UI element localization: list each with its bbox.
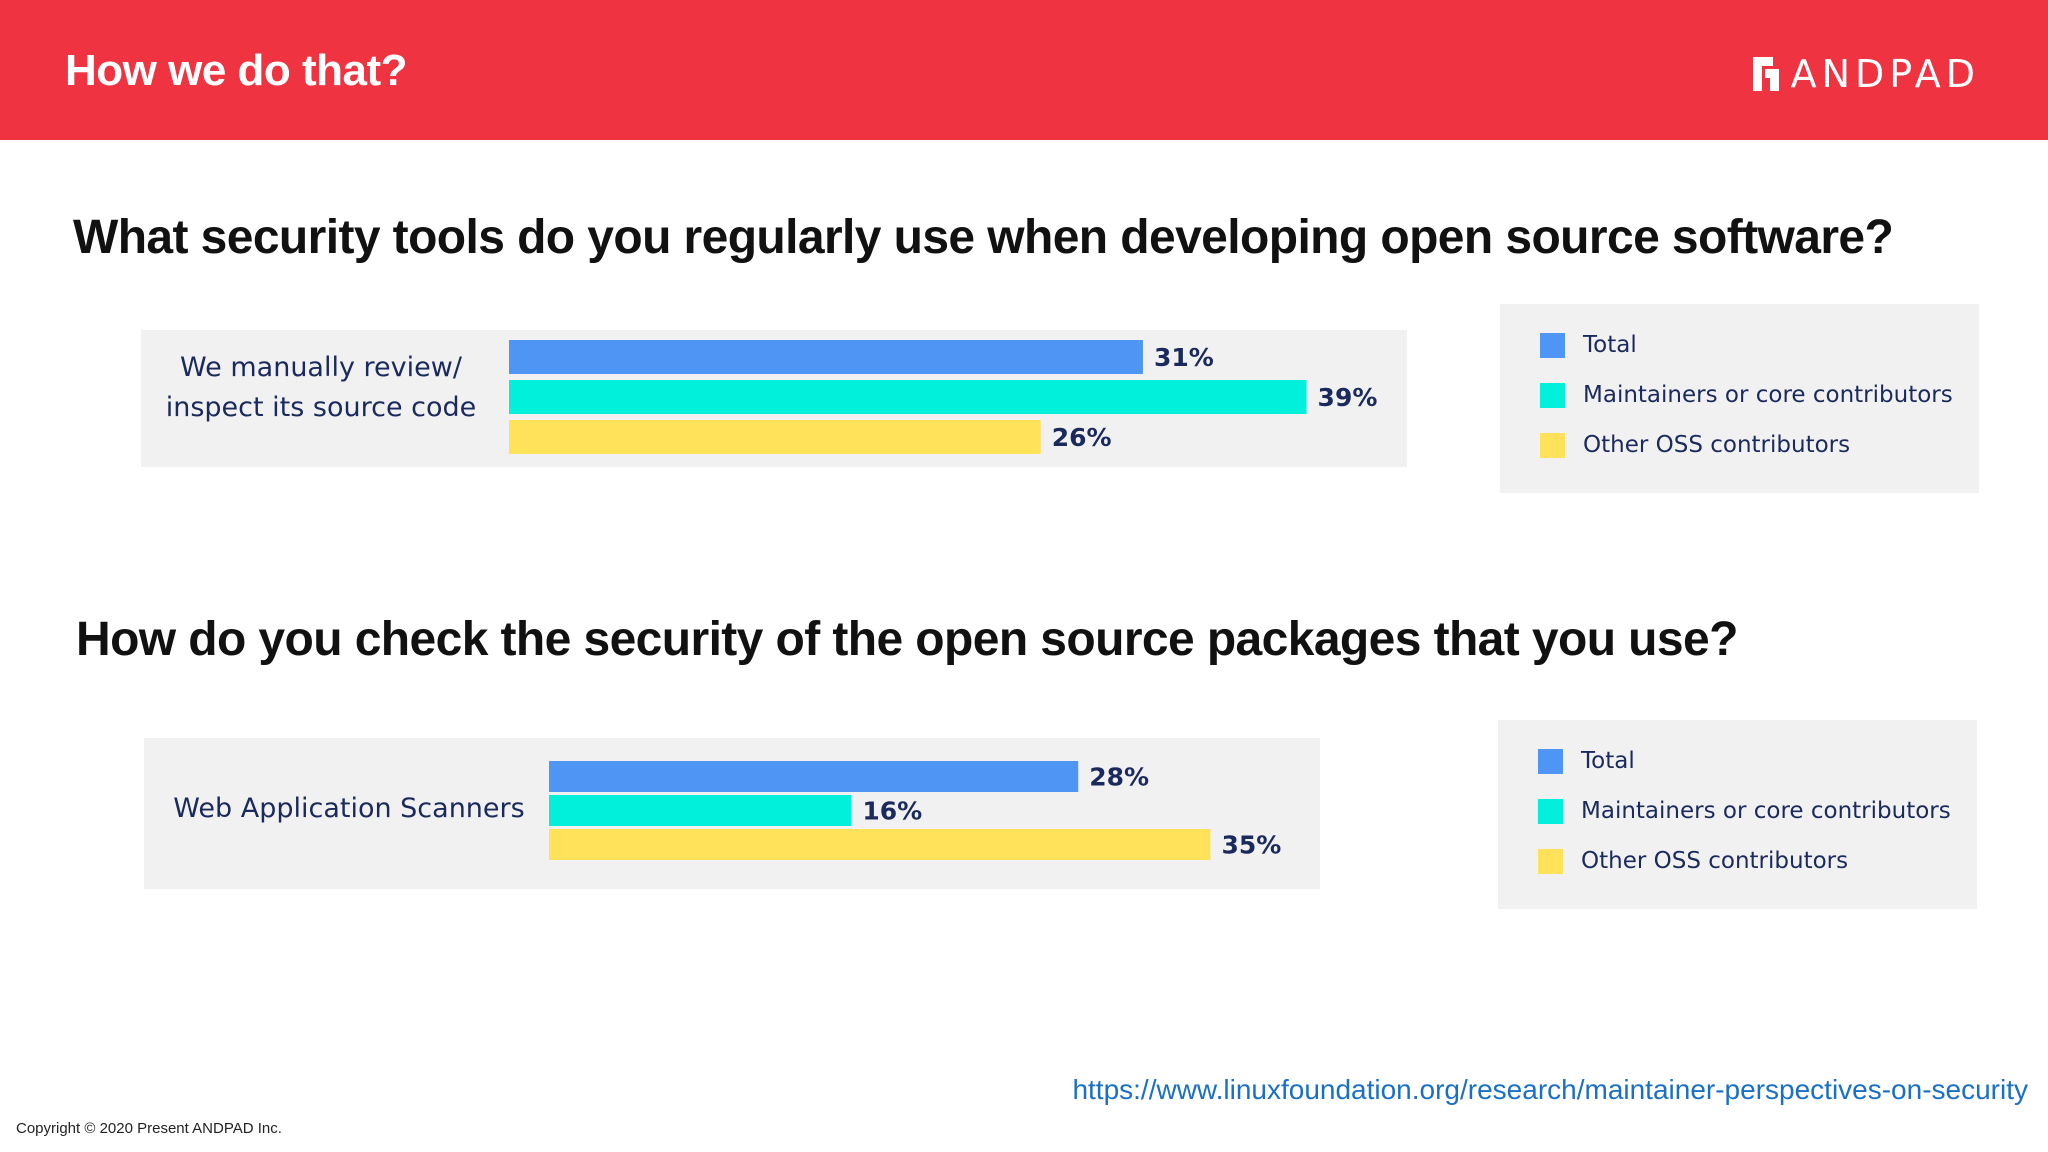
legend-item-other-2: Other OSS contributors	[1538, 846, 1848, 876]
legend-label-total: Total	[1581, 748, 1635, 774]
legend-swatch-other	[1540, 432, 1565, 458]
legend-label-maintainers: Maintainers or core contributors	[1583, 382, 1953, 408]
chart-2-panel: Web Application Scanners 28% 16% 35%	[144, 738, 1320, 889]
legend-label-total: Total	[1583, 332, 1637, 358]
chart-1-legend: Total Maintainers or core contributors O…	[1500, 304, 1979, 493]
legend-swatch-total	[1540, 332, 1565, 358]
slide-title: How we do that?	[65, 46, 408, 95]
chart-1-value-label-maintainers: 39%	[1318, 383, 1378, 412]
chart-1-category-line-1: We manually review/	[180, 352, 462, 383]
legend-item-maintainers-2: Maintainers or core contributors	[1538, 796, 1951, 826]
copyright-text: Copyright © 2020 Present ANDPAD Inc.	[16, 1120, 282, 1137]
andpad-logo-text: ANDPAD	[1790, 52, 1980, 96]
legend-label-other: Other OSS contributors	[1583, 432, 1851, 458]
chart-2-category-line-1: Web Application Scanners	[173, 793, 525, 824]
legend-item-total: Total	[1540, 330, 1637, 360]
legend-label-other: Other OSS contributors	[1581, 848, 1849, 874]
chart-2-bar-other	[549, 829, 1211, 860]
chart-1-bar-total	[509, 340, 1143, 374]
legend-swatch-other	[1538, 848, 1563, 874]
source-link[interactable]: https://www.linuxfoundation.org/research…	[1072, 1074, 2028, 1105]
legend-label-maintainers: Maintainers or core contributors	[1581, 798, 1951, 824]
chart-2-plot: 28% 16% 35%	[549, 761, 1282, 860]
chart-1-question: What security tools do you regularly use…	[73, 211, 1894, 264]
legend-item-maintainers: Maintainers or core contributors	[1540, 380, 1953, 410]
chart-1-value-label-other: 26%	[1052, 423, 1112, 452]
chart-1-bar-maintainers	[509, 380, 1307, 414]
chart-2-question: How do you check the security of the ope…	[76, 613, 1738, 666]
chart-2-value-label-total: 28%	[1089, 763, 1149, 792]
legend-swatch-total	[1538, 748, 1563, 774]
chart-2-value-label-other: 35%	[1222, 831, 1282, 860]
legend-item-total-2: Total	[1538, 746, 1635, 776]
andpad-logo-icon	[1752, 57, 1779, 91]
chart-1-category-label: We manually review/ inspect its source c…	[141, 348, 501, 428]
legend-swatch-maintainers	[1538, 798, 1563, 824]
chart-1-bar-other	[509, 420, 1041, 454]
chart-1-panel: We manually review/ inspect its source c…	[141, 330, 1407, 467]
legend-swatch-maintainers	[1540, 382, 1565, 408]
andpad-logo: ANDPAD	[1752, 50, 1980, 98]
chart-1-value-label-total: 31%	[1154, 343, 1214, 372]
chart-2-bar-total	[549, 761, 1079, 792]
chart-1-plot: 31% 39% 26%	[509, 340, 1378, 454]
header-bar: How we do that? ANDPAD	[0, 0, 2048, 140]
chart-1-category-line-2: inspect its source code	[165, 392, 477, 423]
chart-2-category-label: Web Application Scanners	[144, 789, 554, 829]
chart-2-value-label-maintainers: 16%	[862, 797, 922, 826]
legend-item-other: Other OSS contributors	[1540, 430, 1850, 460]
chart-2-bar-maintainers	[549, 795, 852, 826]
chart-2-legend: Total Maintainers or core contributors O…	[1498, 720, 1977, 909]
